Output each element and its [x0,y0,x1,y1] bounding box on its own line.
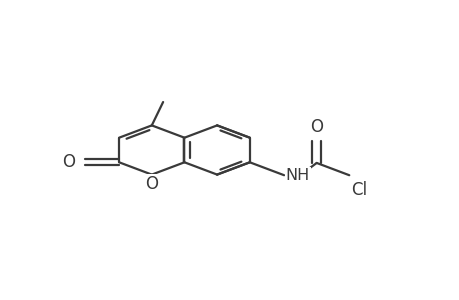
Text: O: O [309,118,323,136]
Text: NH: NH [285,168,309,183]
Text: O: O [145,175,158,193]
Text: Cl: Cl [351,181,367,199]
Text: O: O [62,153,75,171]
